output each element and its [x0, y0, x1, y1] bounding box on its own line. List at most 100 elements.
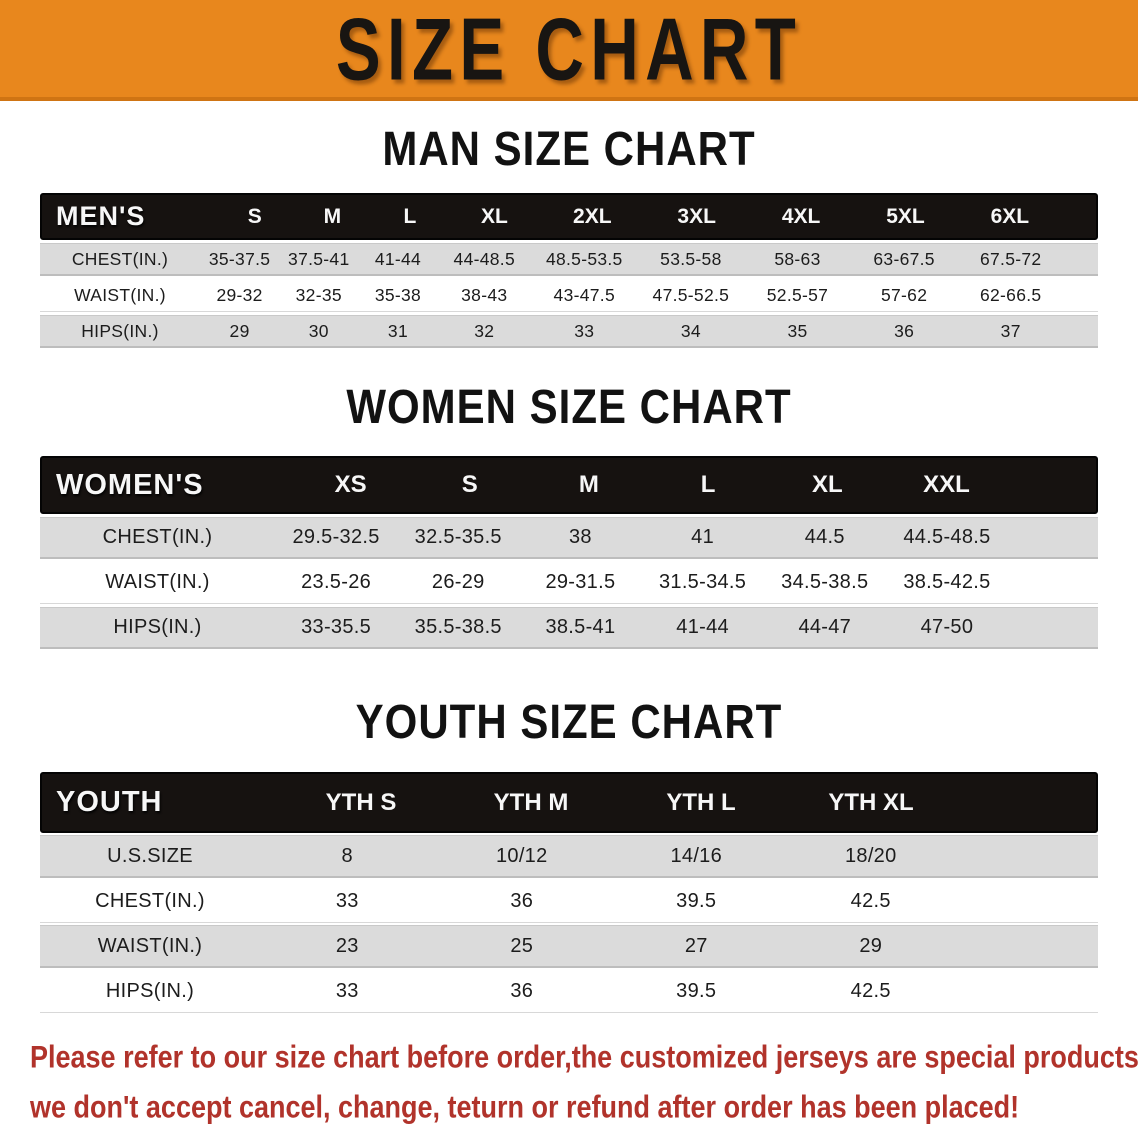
size-header-cell: S: [461, 471, 478, 498]
value-cell: 67.5-72: [979, 248, 1042, 269]
value-cell: 38: [569, 526, 592, 548]
value-cell: 23.5-26: [301, 571, 372, 593]
value-cell: 31.5-34.5: [658, 571, 747, 593]
measure-row: CHEST(IN.) 33 36 39.5 42.5: [40, 880, 1098, 923]
row-label-cell: CHEST(IN.): [95, 889, 205, 912]
measure-row: HIPS(IN.) 33-35.5 35.5-38.5 38.5-41 41-44 44-…: [40, 607, 1098, 649]
size-header-row: MEN'S S M L XL 2XL 3XL 4XL 5XL 6XL: [40, 193, 1098, 240]
measure-row: CHEST(IN.) 35-37.5 37.5-41 41-44 44-48.5 48.5…: [40, 243, 1098, 276]
value-cell: 10/12: [495, 844, 548, 867]
value-cell: 32: [474, 320, 495, 341]
value-cell: 35.5-38.5: [414, 616, 502, 638]
size-header-cell: YTH XL: [828, 788, 914, 816]
men-section: MAN SIZE CHART MEN'S S M L XL 2XL 3XL 4XL 5XL 6XL…: [0, 122, 1138, 348]
banner-title: SIZE CHART: [335, 0, 803, 99]
row-label-cell: CHEST(IN.): [71, 248, 169, 269]
measure-row: WAIST(IN.) 23 25 27 29: [40, 925, 1098, 968]
value-cell: 29: [229, 320, 250, 341]
value-cell: 34.5-38.5: [781, 571, 869, 593]
value-cell: 33: [574, 320, 595, 341]
size-header-cell: YTH L: [666, 788, 736, 816]
value-cell: 30: [308, 320, 329, 341]
row-label-cell: HIPS(IN.): [81, 320, 159, 341]
size-header-cell: M: [323, 204, 342, 228]
value-cell: 44.5-48.5: [903, 526, 991, 548]
men-section-heading: MAN SIZE CHART: [0, 122, 1138, 175]
row-label-cell: WAIST(IN.): [97, 934, 203, 957]
value-cell: 33: [335, 889, 359, 912]
value-cell: 38.5-41: [545, 616, 616, 638]
size-header-cell: XL: [480, 204, 508, 228]
value-cell: 29-31.5: [545, 571, 616, 593]
value-cell: 8: [341, 844, 353, 867]
value-cell: 32.5-35.5: [414, 526, 502, 548]
banner: SIZE CHART: [0, 0, 1138, 101]
value-cell: 47.5-52.5: [652, 284, 730, 305]
value-cell: 38.5-42.5: [903, 571, 991, 593]
value-cell: 18/20: [844, 844, 897, 867]
row-label-cell: CHEST(IN.): [102, 526, 213, 548]
value-cell: 42.5: [850, 889, 891, 912]
value-cell: 33: [335, 979, 359, 1002]
size-header-cell: XXL: [923, 471, 970, 498]
value-cell: 36: [510, 979, 534, 1002]
youth-section-heading: YOUTH SIZE CHART: [0, 695, 1138, 748]
value-cell: 37: [1000, 320, 1021, 341]
value-cell: 29: [859, 934, 883, 957]
measure-row: WAIST(IN.) 29-32 32-35 35-38 38-43 43-47.5 47.…: [40, 279, 1098, 312]
table-brand-cell: MEN'S: [56, 201, 146, 231]
value-cell: 32-35: [295, 284, 342, 305]
value-cell: 57-62: [880, 284, 928, 305]
row-label-cell: WAIST(IN.): [74, 284, 166, 305]
value-cell: 58-63: [774, 248, 821, 269]
size-header-cell: YTH S: [325, 788, 397, 816]
value-cell: 52.5-57: [766, 284, 829, 305]
size-header-cell: M: [578, 471, 599, 498]
value-cell: 39.5: [676, 889, 717, 912]
value-cell: 47-50: [920, 616, 974, 638]
row-label-cell: U.S.SIZE: [107, 844, 193, 867]
value-cell: 44-47: [798, 616, 852, 638]
youth-section-heading-text: YOUTH SIZE CHART: [355, 694, 783, 749]
value-cell: 25: [510, 934, 534, 957]
size-header-cell: L: [700, 471, 716, 498]
table-brand-cell: WOMEN'S: [56, 468, 204, 501]
row-label-cell: HIPS(IN.): [113, 616, 202, 638]
value-cell: 41-44: [676, 616, 729, 638]
youth-size-table: YOUTH YTH S YTH M YTH L YTH XL U.S.SIZE 8 10/12…: [40, 772, 1098, 1013]
size-header-cell: 2XL: [573, 204, 612, 228]
women-section-heading-text: WOMEN SIZE CHART: [346, 379, 792, 434]
value-cell: 14/16: [670, 844, 723, 867]
value-cell: 27: [684, 934, 708, 957]
size-header-cell: XL: [811, 471, 843, 498]
value-cell: 23: [335, 934, 359, 957]
value-cell: 41-44: [374, 248, 422, 269]
measure-row: CHEST(IN.) 29.5-32.5 32.5-35.5 38 41 44.5 44.5…: [40, 517, 1098, 559]
value-cell: 39.5: [676, 979, 717, 1002]
size-header-cell: L: [403, 204, 417, 228]
value-cell: 33-35.5: [301, 616, 372, 638]
value-cell: 35-38: [374, 284, 422, 305]
measure-row: HIPS(IN.) 29 30 31 32 33 34 35 36 37: [40, 315, 1098, 348]
measure-row: U.S.SIZE 8 10/12 14/16 18/20: [40, 835, 1098, 878]
value-cell: 31: [387, 320, 408, 341]
size-header-row: YOUTH YTH S YTH M YTH L YTH XL: [40, 772, 1098, 833]
row-label-cell: WAIST(IN.): [105, 571, 210, 593]
measure-row: WAIST(IN.) 23.5-26 26-29 29-31.5 31.5-34.5 34…: [40, 562, 1098, 604]
size-header-row: WOMEN'S XS S M L XL XXL: [40, 456, 1098, 514]
size-header-cell: 5XL: [886, 204, 925, 228]
value-cell: 36: [894, 320, 915, 341]
value-cell: 41: [691, 526, 715, 548]
value-cell: 44.5: [804, 526, 845, 548]
value-cell: 53.5-58: [660, 248, 722, 269]
value-cell: 62-66.5: [979, 284, 1042, 305]
value-cell: 36: [510, 889, 534, 912]
value-cell: 29.5-32.5: [292, 526, 380, 548]
size-header-cell: XS: [334, 471, 367, 498]
women-size-table: WOMEN'S XS S M L XL XXL CHEST(IN.) 29.5-32.5 32.5…: [40, 456, 1098, 649]
men-section-heading-text: MAN SIZE CHART: [382, 121, 756, 176]
table-brand-cell: YOUTH: [56, 786, 163, 818]
size-header-cell: YTH M: [493, 788, 569, 816]
value-cell: 44-48.5: [453, 248, 515, 269]
footer-note: Please refer to our size chart before or…: [30, 1033, 1138, 1132]
